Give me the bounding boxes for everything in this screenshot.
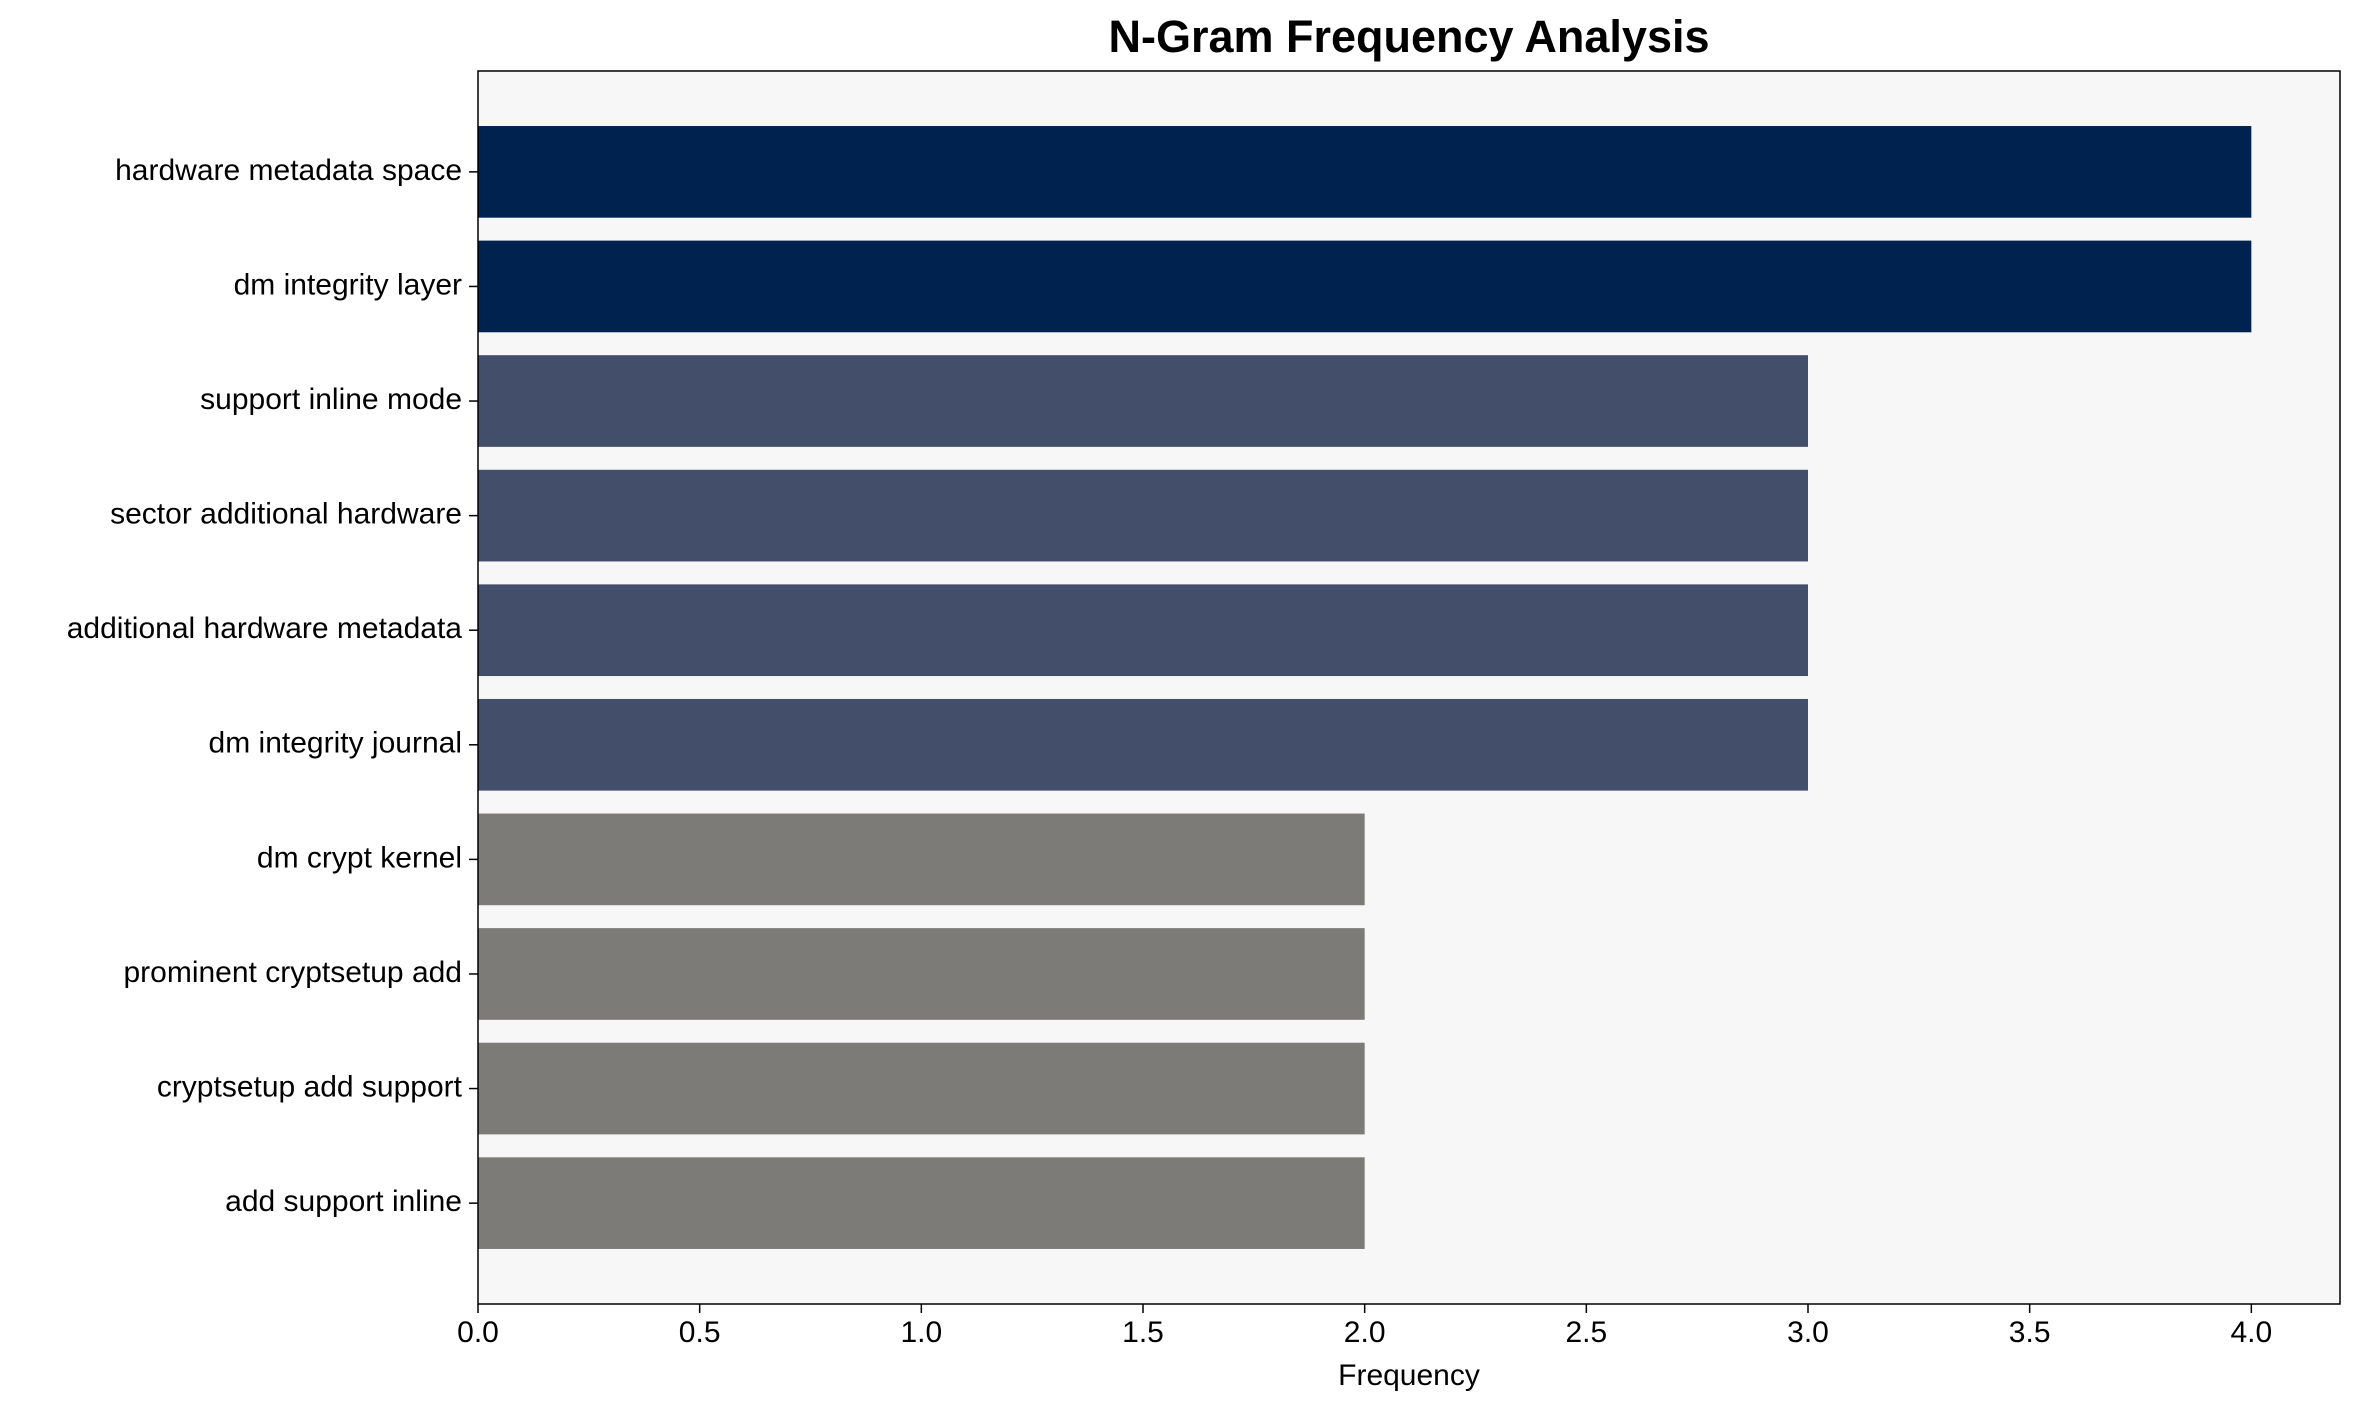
y-tick-label: dm crypt kernel — [257, 841, 462, 874]
bar — [478, 355, 1808, 447]
x-tick-label: 3.0 — [1787, 1316, 1829, 1349]
bar — [478, 1157, 1365, 1249]
x-tick-label: 2.5 — [1565, 1316, 1607, 1349]
bar — [478, 1042, 1365, 1135]
bar — [478, 813, 1365, 906]
plot-frame — [477, 70, 2341, 1305]
y-tick-label: cryptsetup add support — [157, 1070, 463, 1103]
y-tick-label: support inline mode — [200, 383, 462, 416]
x-tick-label: 3.5 — [2009, 1316, 2051, 1349]
y-tick-label: dm integrity journal — [209, 727, 462, 760]
bar — [478, 126, 2252, 218]
bar — [478, 240, 2252, 333]
x-axis-label: Frequency — [1338, 1359, 1480, 1392]
bar — [478, 469, 1808, 562]
y-tick-label: prominent cryptsetup add — [123, 956, 462, 989]
bar — [478, 698, 1808, 791]
bar — [478, 584, 1808, 677]
chart-title: N-Gram Frequency Analysis — [1108, 11, 1709, 62]
x-tick-label: 0.0 — [457, 1316, 499, 1349]
x-tick-label: 4.0 — [2230, 1316, 2272, 1349]
y-tick-label: add support inline — [225, 1185, 462, 1218]
x-tick-label: 1.0 — [900, 1316, 942, 1349]
y-tick-label: hardware metadata space — [115, 154, 462, 187]
x-tick-label: 0.5 — [679, 1316, 721, 1349]
bar — [478, 928, 1365, 1020]
y-tick-label: dm integrity layer — [234, 268, 462, 301]
y-tick-label: additional hardware metadata — [67, 612, 463, 645]
y-tick-label: sector additional hardware — [110, 498, 462, 531]
x-tick-label: 1.5 — [1122, 1316, 1164, 1349]
x-tick-label: 2.0 — [1344, 1316, 1386, 1349]
